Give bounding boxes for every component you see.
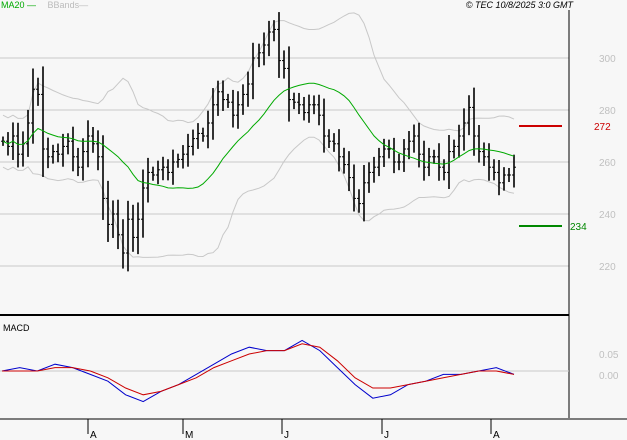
legend-ma20: MA20 <box>1 0 25 10</box>
svg-text:280: 280 <box>599 106 616 117</box>
chart-legend: MA20 — BBands— <box>1 0 88 11</box>
macd-line <box>1 339 515 403</box>
bollinger-lower-band <box>2 136 515 258</box>
svg-text:220: 220 <box>599 262 616 273</box>
macd-title: MACD <box>3 323 30 333</box>
macd-label-000: 0.00 <box>599 371 619 382</box>
support-label: 234 <box>570 222 587 233</box>
svg-text:J: J <box>284 430 289 440</box>
macd-label-005: 0.05 <box>599 350 619 361</box>
price-axis-labels: 220 240 260 280 300 <box>599 54 616 273</box>
svg-text:A: A <box>493 430 500 440</box>
legend-ma20-swatch: — <box>24 0 37 10</box>
svg-text:300: 300 <box>599 54 616 65</box>
legend-bbands: BBands <box>47 0 80 10</box>
ma20-line <box>2 82 515 189</box>
svg-text:260: 260 <box>599 158 616 169</box>
svg-text:240: 240 <box>599 210 616 221</box>
legend-bbands-swatch: — <box>79 0 89 10</box>
ohlc-bars <box>1 12 516 272</box>
bollinger-upper-band <box>2 12 515 132</box>
copyright-timestamp: © TEC 10/8/2025 3:0 GMT <box>465 0 573 10</box>
macd-signal-line <box>2 343 515 396</box>
svg-text:A: A <box>90 430 97 440</box>
svg-text:M: M <box>185 430 193 440</box>
svg-text:J: J <box>384 430 389 440</box>
resistance-label: 272 <box>594 122 611 133</box>
